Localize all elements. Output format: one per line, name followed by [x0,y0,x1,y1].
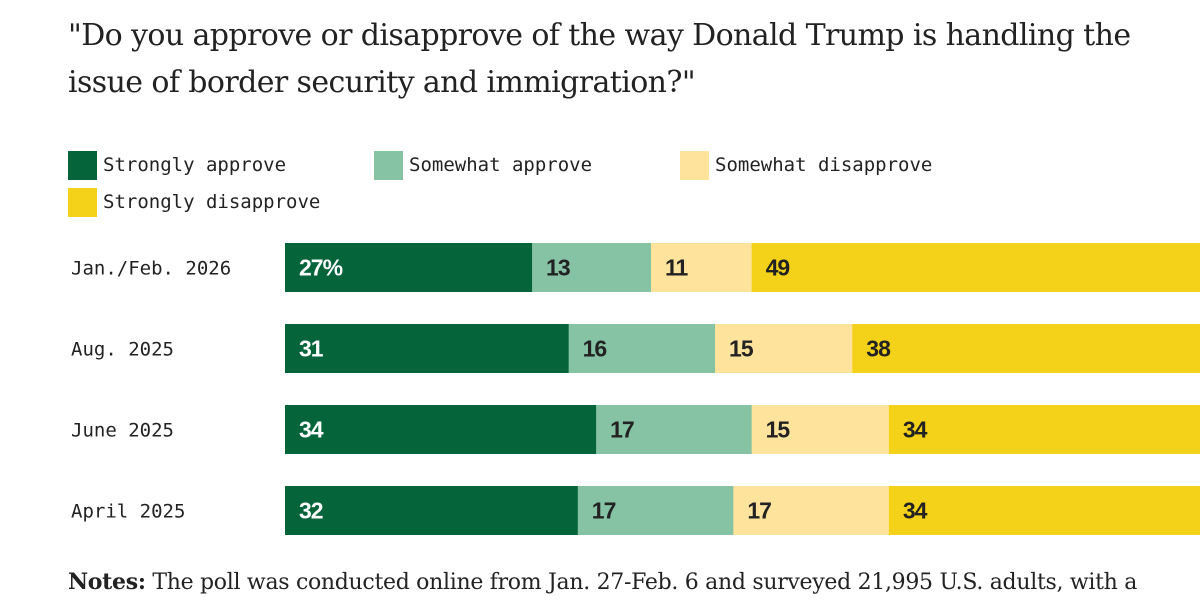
data-label-somewhat-approve-april-2025: 17 [592,498,616,524]
bar-segment-somewhat-approve-june-2025 [596,405,753,454]
data-label-strongly-approve-june-2025: 34 [299,417,324,443]
bar-segment-somewhat-approve-jan-feb-2026 [532,243,652,292]
data-label-strongly-disapprove-april-2025: 34 [903,498,928,524]
bar-segment-somewhat-disapprove-jan-feb-2026 [651,243,753,292]
data-label-somewhat-disapprove-jan-feb-2026: 11 [665,255,689,281]
chart-notes: Notes: The poll was conducted online fro… [68,562,1198,603]
data-label-somewhat-disapprove-april-2025: 17 [747,498,771,524]
bar-segment-somewhat-disapprove-april-2025 [733,486,890,535]
data-label-somewhat-approve-aug-2025: 16 [583,336,607,362]
bar-segment-somewhat-approve-aug-2025 [568,324,716,373]
bar-segment-strongly-approve-aug-2025 [285,324,570,373]
legend-item-somewhat-approve: Somewhat approve [374,150,592,180]
data-label-strongly-disapprove-aug-2025: 38 [866,336,891,362]
bar-segment-strongly-disapprove-june-2025 [888,405,1200,454]
bar-segment-somewhat-disapprove-june-2025 [751,405,890,454]
row-label-jan-feb-2026: Jan./Feb. 2026 [71,258,231,280]
legend-item-strongly-disapprove: Strongly disapprove [68,187,320,217]
legend-swatch-strongly-approve [68,150,97,180]
chart-question: "Do you approve or disapprove of the way… [68,18,1131,100]
data-label-strongly-disapprove-june-2025: 34 [903,417,928,443]
data-label-somewhat-approve-jan-feb-2026: 13 [546,255,570,281]
legend-swatch-somewhat-disapprove [680,150,709,180]
notes-label: Notes: [68,569,146,595]
row-label-april-2025: April 2025 [71,501,185,523]
legend-item-strongly-approve: Strongly approve [68,150,286,180]
legend-swatch-strongly-disapprove [68,187,97,217]
data-label-somewhat-approve-june-2025: 17 [610,417,634,443]
legend-label-strongly-disapprove: Strongly disapprove [103,191,321,213]
data-label-strongly-approve-april-2025: 32 [299,498,323,524]
data-label-strongly-approve-jan-feb-2026: 27% [299,255,343,281]
legend-item-somewhat-disapprove: Somewhat disapprove [680,150,932,180]
legend-label-somewhat-disapprove: Somewhat disapprove [715,154,933,176]
legend-label-somewhat-approve: Somewhat approve [409,154,593,176]
data-label-strongly-approve-aug-2025: 31 [299,336,324,362]
bar-segment-somewhat-approve-april-2025 [577,486,734,535]
legend-swatch-somewhat-approve [374,150,403,180]
bar-segment-somewhat-disapprove-aug-2025 [715,324,853,373]
row-label-aug-2025: Aug. 2025 [71,339,174,361]
bar-segment-strongly-disapprove-aug-2025 [852,324,1200,373]
bar-segment-strongly-disapprove-april-2025 [888,486,1200,535]
data-label-somewhat-disapprove-aug-2025: 15 [729,336,754,362]
legend-label-strongly-approve: Strongly approve [103,154,287,176]
row-label-june-2025: June 2025 [71,420,174,442]
data-label-somewhat-disapprove-june-2025: 15 [766,417,791,443]
notes-text: The poll was conducted online from Jan. … [152,570,1138,595]
bar-segment-strongly-approve-jan-feb-2026 [285,243,533,292]
data-label-strongly-disapprove-jan-feb-2026: 49 [766,255,790,281]
bar-segment-strongly-approve-april-2025 [285,486,579,535]
bar-segment-strongly-approve-june-2025 [285,405,597,454]
bar-segment-strongly-disapprove-jan-feb-2026 [751,243,1200,292]
